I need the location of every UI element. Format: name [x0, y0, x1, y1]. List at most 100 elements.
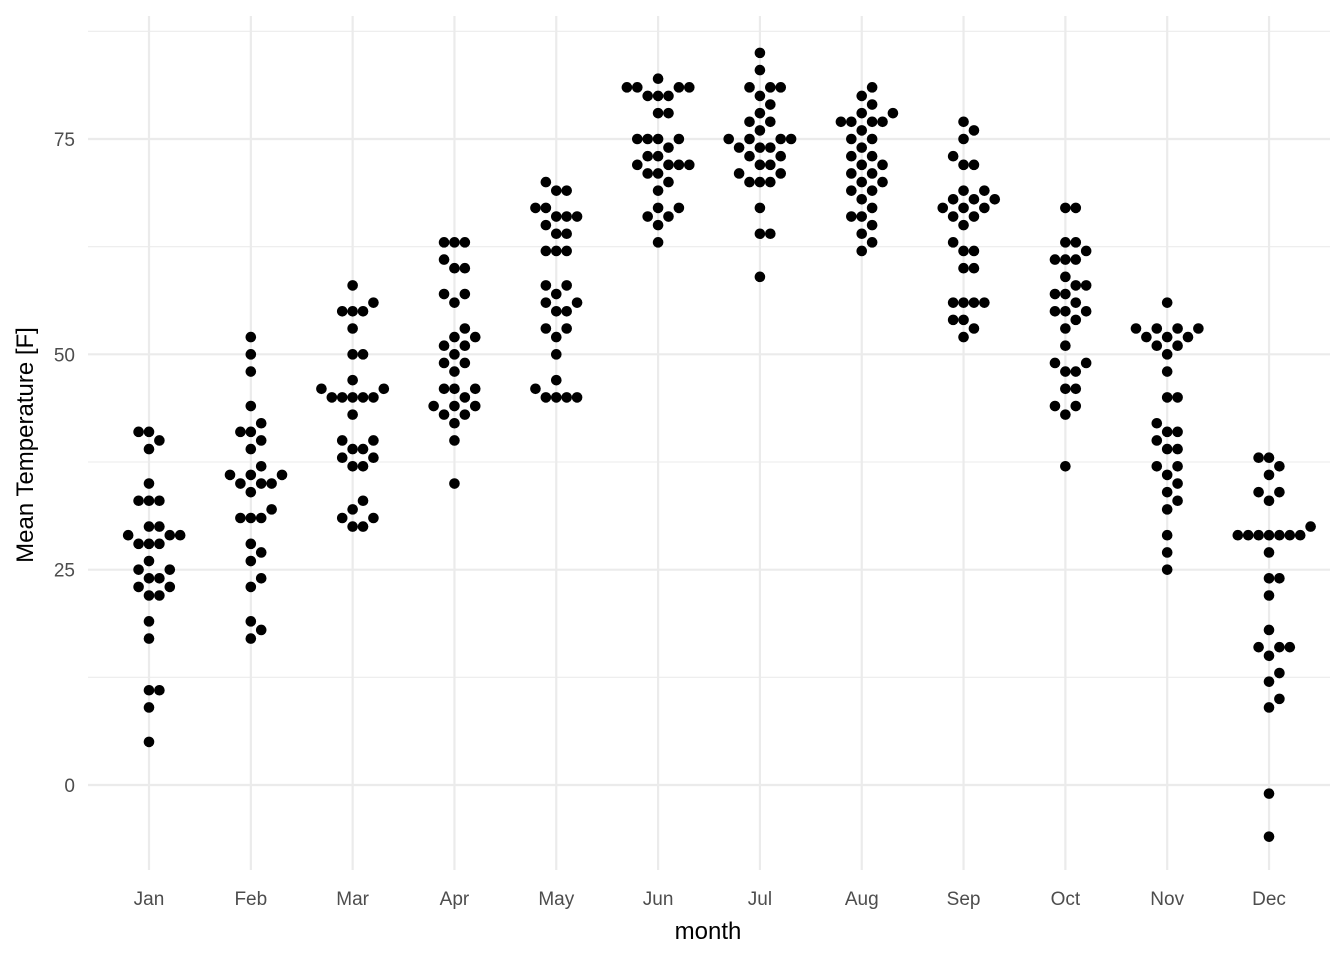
data-point [224, 469, 236, 481]
data-point [143, 684, 155, 696]
data-point [947, 314, 959, 326]
data-point [754, 159, 766, 171]
data-point [255, 572, 267, 584]
data-point [947, 211, 959, 222]
x-tick-label: May [538, 889, 574, 910]
x-tick-label: Mar [336, 889, 369, 910]
data-point [968, 193, 980, 205]
data-point [276, 469, 288, 481]
data-point [438, 383, 450, 395]
data-point [143, 572, 155, 584]
data-point [1172, 392, 1183, 403]
data-point [866, 202, 878, 214]
data-point [632, 82, 643, 93]
data-point [540, 297, 552, 308]
data-point [438, 340, 450, 352]
data-point [550, 374, 562, 386]
data-point [550, 349, 562, 360]
data-point [368, 435, 379, 446]
x-tick-label: Apr [440, 889, 470, 910]
data-point [1263, 452, 1275, 463]
data-point [663, 176, 674, 188]
data-point [958, 185, 969, 196]
minor-gridlines [88, 30, 1330, 678]
data-point [245, 426, 257, 438]
data-point [1060, 340, 1071, 352]
data-point [1161, 504, 1173, 515]
y-tick-label: 25 [54, 561, 75, 582]
data-point [652, 185, 664, 196]
data-point [887, 107, 899, 119]
data-point [122, 529, 134, 541]
data-point [744, 150, 755, 162]
data-point [133, 538, 144, 550]
data-point [1161, 547, 1173, 558]
data-point [438, 357, 450, 369]
data-point [846, 133, 857, 145]
x-tick-label: Feb [234, 889, 267, 910]
data-point [1284, 641, 1296, 653]
data-point [754, 176, 766, 188]
data-point [733, 142, 745, 153]
data-point [459, 392, 471, 403]
data-point [550, 211, 562, 222]
data-point [1151, 323, 1163, 334]
data-point [856, 159, 868, 171]
data-point [989, 193, 1001, 205]
data-point [1253, 452, 1264, 463]
data-point [856, 193, 868, 205]
data-point [571, 211, 583, 222]
data-point [540, 392, 552, 403]
data-point [245, 331, 257, 343]
data-point [652, 73, 664, 85]
data-point [1080, 280, 1092, 291]
data-point [1070, 280, 1082, 291]
data-point [143, 555, 155, 567]
data-point [1070, 237, 1082, 248]
data-point [347, 280, 358, 291]
data-point [438, 288, 450, 300]
data-point [133, 581, 144, 593]
data-point [856, 176, 868, 188]
data-point [540, 323, 552, 334]
data-point [561, 392, 572, 403]
data-point [357, 521, 369, 532]
data-point [164, 564, 176, 575]
data-point [1172, 495, 1183, 507]
data-point [1049, 400, 1061, 412]
data-point [449, 435, 460, 446]
data-point [540, 280, 552, 291]
data-point [663, 159, 674, 171]
data-point [459, 340, 471, 352]
data-point [968, 125, 980, 136]
data-point [979, 297, 990, 308]
data-point [754, 228, 766, 240]
data-point [561, 245, 572, 257]
data-point [143, 538, 155, 550]
data-point [245, 555, 257, 567]
data-point [1172, 323, 1183, 334]
data-point [947, 237, 959, 248]
data-point [255, 435, 267, 446]
data-point [438, 254, 450, 265]
data-point [754, 271, 766, 283]
data-point [856, 228, 868, 240]
data-point [143, 702, 155, 713]
data-point [347, 443, 358, 455]
data-point [438, 237, 450, 248]
data-point [469, 400, 481, 412]
data-point [1263, 590, 1275, 601]
major-gridlines [88, 16, 1330, 870]
data-point [164, 581, 176, 593]
data-point [235, 478, 246, 489]
data-point [469, 383, 481, 395]
x-tick-label: Oct [1051, 889, 1081, 910]
data-point [530, 383, 541, 395]
data-point [347, 461, 358, 472]
data-point [673, 82, 685, 93]
data-point [673, 133, 685, 145]
data-point [1172, 340, 1183, 352]
x-tick-label: Jan [134, 889, 165, 910]
data-point [663, 90, 674, 102]
